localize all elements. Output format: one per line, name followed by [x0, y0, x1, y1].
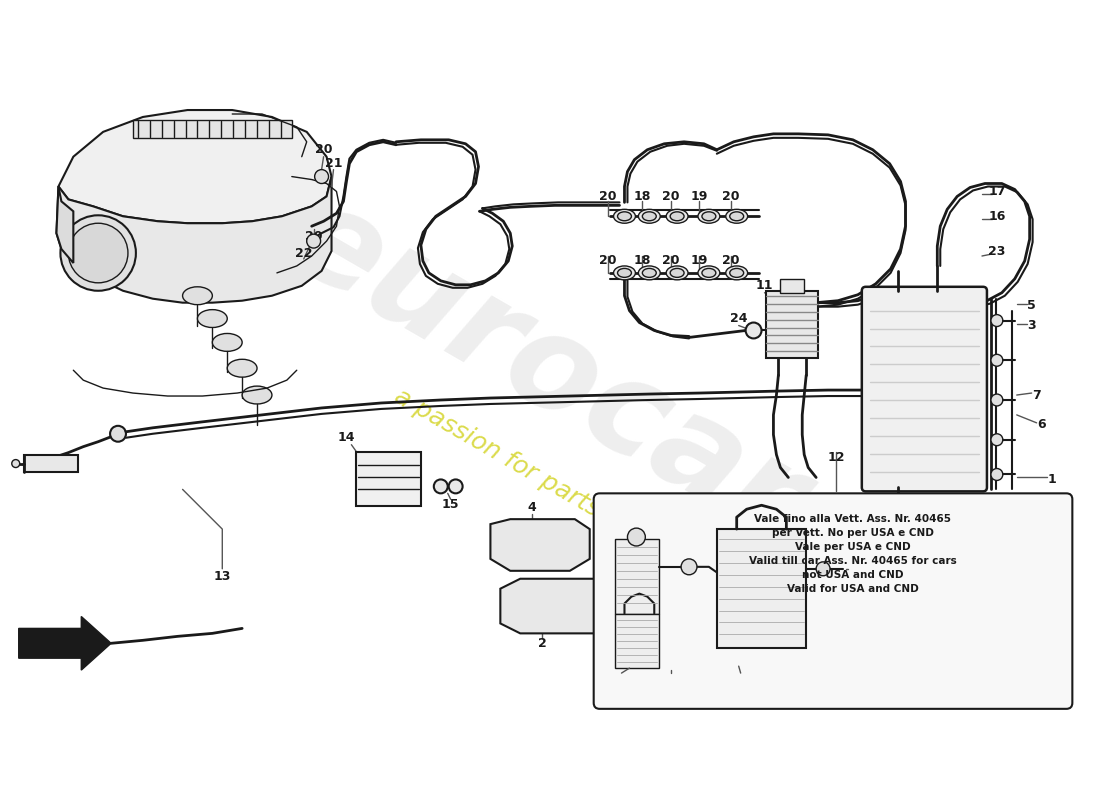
- Text: 19: 19: [691, 190, 707, 203]
- Ellipse shape: [726, 210, 748, 223]
- FancyBboxPatch shape: [861, 286, 987, 491]
- Polygon shape: [491, 519, 590, 571]
- Ellipse shape: [617, 212, 631, 221]
- Text: 18: 18: [634, 254, 651, 267]
- Text: 15: 15: [442, 498, 460, 510]
- Text: 20: 20: [598, 190, 616, 203]
- Polygon shape: [56, 177, 331, 302]
- Bar: [717, 529, 806, 648]
- Polygon shape: [58, 110, 331, 223]
- Text: 20: 20: [305, 230, 322, 242]
- Circle shape: [681, 559, 697, 574]
- Ellipse shape: [617, 269, 631, 278]
- Text: 17: 17: [988, 185, 1005, 198]
- Text: 20: 20: [598, 254, 616, 267]
- Ellipse shape: [698, 210, 719, 223]
- Polygon shape: [56, 186, 74, 263]
- Circle shape: [433, 479, 448, 494]
- Ellipse shape: [614, 266, 636, 280]
- Circle shape: [60, 215, 136, 290]
- Text: a passion for parts since 1985: a passion for parts since 1985: [390, 385, 729, 594]
- Text: 7: 7: [1032, 389, 1041, 402]
- Bar: [615, 614, 659, 668]
- FancyBboxPatch shape: [594, 494, 1072, 709]
- Ellipse shape: [638, 210, 660, 223]
- Circle shape: [991, 394, 1003, 406]
- Circle shape: [991, 354, 1003, 366]
- Text: 20: 20: [315, 143, 332, 156]
- Text: Vale fino alla Vett. Ass. Nr. 40465
per Vett. No per USA e CND
Vale per USA e CN: Vale fino alla Vett. Ass. Nr. 40465 per …: [749, 514, 957, 594]
- Text: 11: 11: [756, 279, 773, 292]
- Text: 20: 20: [722, 254, 739, 267]
- Text: 14: 14: [338, 431, 355, 444]
- Text: 23: 23: [988, 245, 1005, 258]
- Ellipse shape: [242, 386, 272, 404]
- Circle shape: [110, 426, 126, 442]
- Text: 6: 6: [1037, 418, 1046, 431]
- Circle shape: [991, 314, 1003, 326]
- Bar: [615, 539, 659, 614]
- Text: 4: 4: [528, 501, 537, 514]
- Circle shape: [991, 434, 1003, 446]
- Text: 1: 1: [1047, 473, 1056, 486]
- Text: 3: 3: [1027, 319, 1036, 332]
- Ellipse shape: [702, 269, 716, 278]
- Bar: [24, 454, 78, 473]
- Ellipse shape: [702, 212, 716, 221]
- Text: 20: 20: [722, 190, 739, 203]
- Ellipse shape: [729, 212, 744, 221]
- Ellipse shape: [670, 212, 684, 221]
- Circle shape: [68, 223, 128, 283]
- Circle shape: [315, 170, 329, 183]
- Text: 16: 16: [988, 210, 1005, 222]
- Ellipse shape: [183, 286, 212, 305]
- Circle shape: [746, 322, 761, 338]
- Text: 9: 9: [848, 562, 857, 575]
- Ellipse shape: [670, 269, 684, 278]
- Circle shape: [816, 562, 831, 576]
- Ellipse shape: [729, 269, 744, 278]
- Text: 13: 13: [213, 570, 231, 583]
- Circle shape: [307, 234, 320, 248]
- Text: 19: 19: [691, 254, 707, 267]
- Ellipse shape: [667, 266, 688, 280]
- Text: 12: 12: [827, 451, 845, 464]
- Ellipse shape: [642, 269, 657, 278]
- Ellipse shape: [212, 334, 242, 351]
- Circle shape: [627, 528, 646, 546]
- Text: 21: 21: [324, 157, 342, 170]
- Circle shape: [449, 479, 463, 494]
- Text: eurocars: eurocars: [266, 173, 893, 608]
- Ellipse shape: [228, 359, 257, 377]
- Text: 8: 8: [667, 671, 675, 685]
- Bar: [133, 120, 292, 138]
- Circle shape: [12, 459, 20, 467]
- Ellipse shape: [698, 266, 719, 280]
- Ellipse shape: [198, 310, 228, 327]
- Text: 2: 2: [538, 637, 547, 650]
- Polygon shape: [19, 617, 111, 670]
- Ellipse shape: [642, 212, 657, 221]
- Text: 20: 20: [662, 190, 680, 203]
- Bar: [780, 279, 804, 293]
- Circle shape: [991, 469, 1003, 481]
- Text: 18: 18: [634, 190, 651, 203]
- Ellipse shape: [667, 210, 688, 223]
- Ellipse shape: [614, 210, 636, 223]
- Text: 20: 20: [662, 254, 680, 267]
- Ellipse shape: [638, 266, 660, 280]
- Polygon shape: [500, 578, 617, 634]
- Text: 24: 24: [730, 312, 747, 325]
- Bar: [767, 290, 818, 358]
- Text: 5: 5: [1027, 299, 1036, 312]
- Text: 12: 12: [732, 671, 749, 685]
- Ellipse shape: [726, 266, 748, 280]
- Text: 10: 10: [613, 671, 630, 685]
- Text: 22: 22: [295, 246, 312, 259]
- Bar: [356, 452, 421, 506]
